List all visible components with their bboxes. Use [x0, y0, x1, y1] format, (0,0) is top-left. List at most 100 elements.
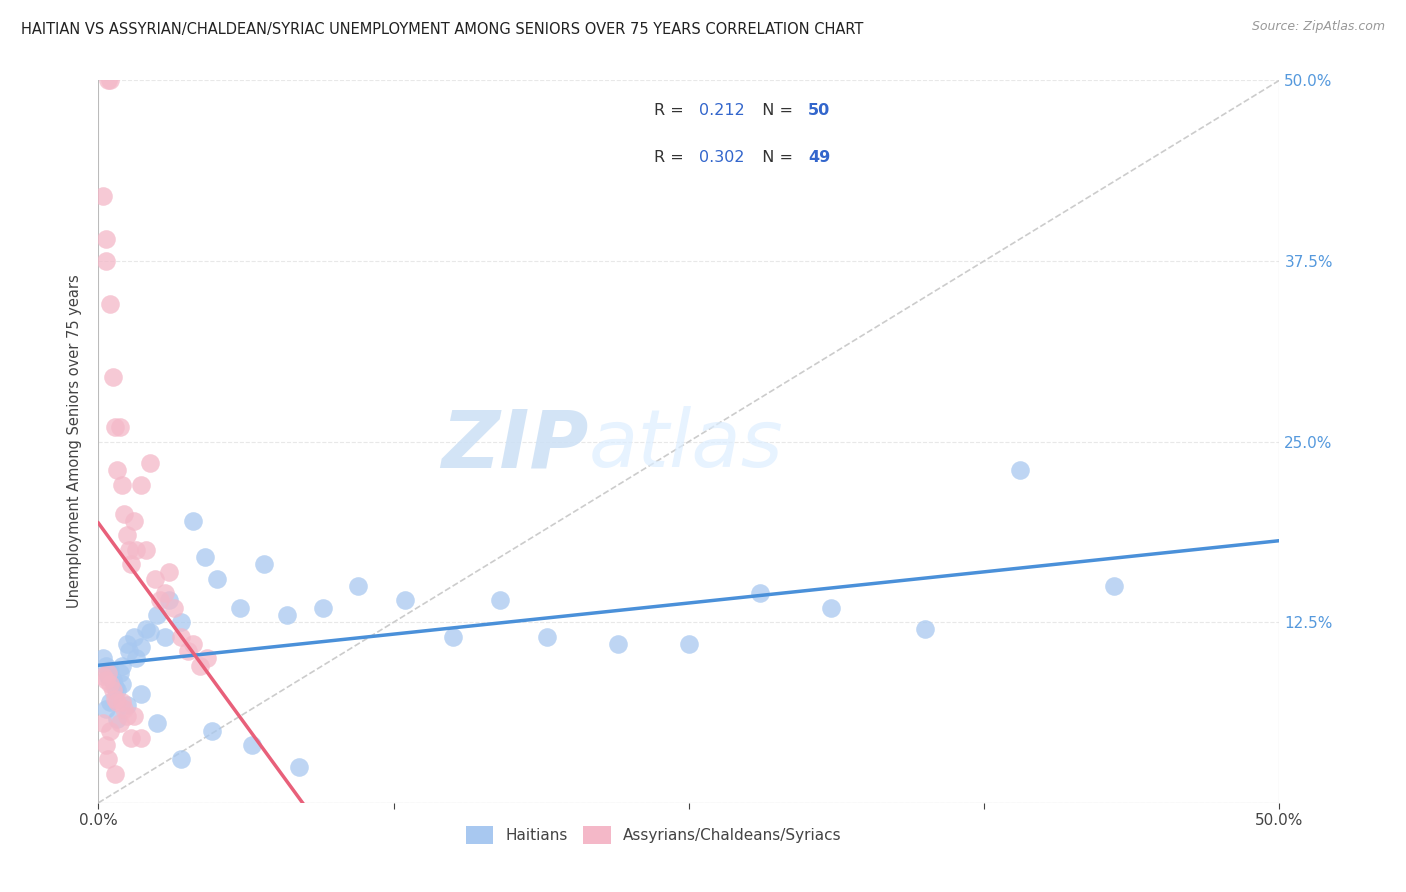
- Point: [607, 637, 630, 651]
- Point: [125, 651, 148, 665]
- Point: [105, 695, 128, 709]
- Point: [253, 558, 276, 572]
- Point: [101, 673, 124, 687]
- Point: [94, 253, 117, 268]
- Point: [125, 542, 148, 557]
- Point: [201, 723, 224, 738]
- Point: [111, 478, 134, 492]
- Text: 0.212: 0.212: [699, 103, 745, 119]
- Text: N =: N =: [752, 150, 799, 165]
- Text: HAITIAN VS ASSYRIAN/CHALDEAN/SYRIAC UNEMPLOYMENT AMONG SENIORS OVER 75 YEARS COR: HAITIAN VS ASSYRIAN/CHALDEAN/SYRIAC UNEM…: [21, 22, 863, 37]
- Point: [97, 752, 120, 766]
- Point: [163, 600, 186, 615]
- Point: [135, 623, 157, 637]
- Point: [104, 767, 127, 781]
- Point: [118, 542, 141, 557]
- Point: [115, 637, 138, 651]
- Point: [115, 528, 138, 542]
- Point: [105, 712, 128, 726]
- Point: [104, 691, 127, 706]
- Point: [157, 593, 180, 607]
- Point: [195, 651, 218, 665]
- Point: [157, 565, 180, 579]
- Y-axis label: Unemployment Among Seniors over 75 years: Unemployment Among Seniors over 75 years: [67, 275, 83, 608]
- Point: [194, 550, 217, 565]
- Point: [678, 637, 700, 651]
- Point: [122, 709, 145, 723]
- Point: [98, 73, 121, 87]
- Point: [97, 668, 120, 682]
- Point: [91, 716, 114, 731]
- Point: [347, 579, 370, 593]
- Point: [240, 738, 263, 752]
- Point: [98, 297, 121, 311]
- Text: Source: ZipAtlas.com: Source: ZipAtlas.com: [1251, 20, 1385, 33]
- Text: ZIP: ZIP: [441, 406, 589, 484]
- Point: [111, 658, 134, 673]
- Point: [441, 630, 464, 644]
- Point: [536, 630, 558, 644]
- Point: [94, 673, 117, 687]
- Text: 50: 50: [808, 103, 830, 119]
- Point: [229, 600, 252, 615]
- Point: [98, 695, 121, 709]
- Point: [820, 600, 842, 615]
- Point: [489, 593, 512, 607]
- Point: [146, 607, 169, 622]
- Point: [94, 702, 117, 716]
- Point: [104, 680, 127, 694]
- Point: [188, 658, 211, 673]
- Point: [135, 542, 157, 557]
- Point: [170, 630, 193, 644]
- Text: R =: R =: [654, 150, 689, 165]
- Point: [139, 625, 162, 640]
- Point: [143, 572, 166, 586]
- Text: R =: R =: [654, 103, 689, 119]
- Point: [177, 644, 200, 658]
- Point: [112, 702, 135, 716]
- Point: [91, 668, 114, 682]
- Point: [97, 665, 120, 680]
- Point: [105, 463, 128, 477]
- Point: [748, 586, 770, 600]
- Point: [205, 572, 228, 586]
- Point: [146, 716, 169, 731]
- Point: [108, 420, 131, 434]
- Point: [312, 600, 335, 615]
- Point: [121, 731, 143, 745]
- Point: [122, 630, 145, 644]
- Point: [115, 698, 138, 712]
- Point: [170, 752, 193, 766]
- Point: [149, 593, 172, 607]
- Point: [276, 607, 298, 622]
- Text: 49: 49: [808, 150, 830, 165]
- Point: [153, 586, 176, 600]
- Point: [181, 514, 204, 528]
- Point: [170, 615, 193, 630]
- Point: [94, 738, 117, 752]
- Point: [111, 677, 134, 691]
- Point: [129, 478, 152, 492]
- Point: [115, 709, 138, 723]
- Point: [118, 644, 141, 658]
- Point: [153, 630, 176, 644]
- Point: [112, 507, 135, 521]
- Point: [108, 716, 131, 731]
- Point: [98, 663, 121, 677]
- Point: [122, 514, 145, 528]
- Point: [111, 695, 134, 709]
- Point: [288, 760, 311, 774]
- Point: [98, 677, 121, 691]
- Point: [129, 687, 152, 701]
- Point: [91, 189, 114, 203]
- Point: [94, 658, 117, 673]
- Text: atlas: atlas: [589, 406, 783, 484]
- Legend: Haitians, Assyrians/Chaldeans/Syriacs: Haitians, Assyrians/Chaldeans/Syriacs: [457, 817, 851, 853]
- Point: [105, 683, 128, 698]
- Point: [97, 73, 120, 87]
- Point: [1102, 579, 1125, 593]
- Point: [104, 420, 127, 434]
- Point: [129, 731, 152, 745]
- Point: [101, 683, 124, 698]
- Point: [181, 637, 204, 651]
